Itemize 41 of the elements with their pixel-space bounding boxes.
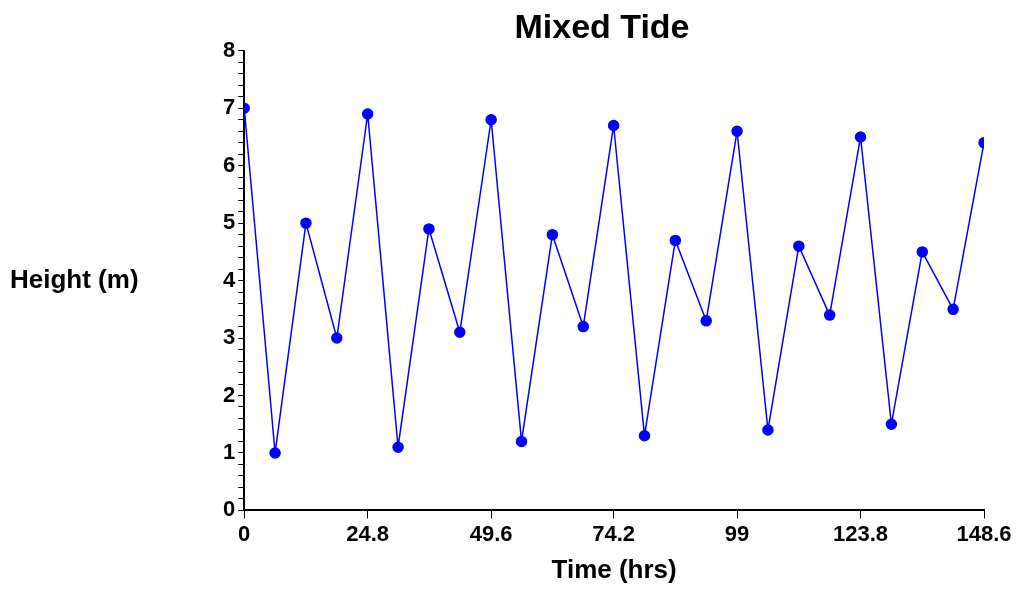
x-tick-label: 49.6 <box>469 520 513 546</box>
point <box>361 108 374 120</box>
point <box>823 309 836 321</box>
point <box>577 320 589 333</box>
x-tick-label: 148.6 <box>956 520 1012 546</box>
y-axis-title: Height (m) <box>10 263 139 294</box>
y-tick-label: 2 <box>222 381 236 407</box>
point <box>546 228 559 241</box>
point <box>423 223 435 235</box>
point <box>392 441 404 453</box>
point <box>916 246 929 258</box>
point <box>638 429 651 442</box>
y-tick-label: 6 <box>222 151 236 177</box>
y-tick-label: 4 <box>222 266 236 292</box>
chart-title: Mixed Tide <box>514 6 690 45</box>
y-tick-label: 1 <box>222 439 236 465</box>
y-tick-label: 7 <box>222 94 236 120</box>
point <box>300 217 312 229</box>
x-tick-label: 99 <box>724 520 750 546</box>
y-tick-label: 8 <box>222 36 236 62</box>
point <box>669 234 682 247</box>
point <box>331 332 343 344</box>
x-axis-title: Time (hrs) <box>551 553 677 584</box>
point <box>485 113 497 126</box>
point <box>515 435 528 448</box>
point <box>700 315 712 327</box>
x-tick-label: 74.2 <box>592 520 636 546</box>
point <box>731 125 743 137</box>
point <box>269 447 281 459</box>
x-tick-label: 24.8 <box>346 520 390 546</box>
point <box>947 303 959 316</box>
point <box>454 326 466 339</box>
point <box>885 418 898 430</box>
point <box>762 424 774 436</box>
point <box>607 119 620 132</box>
y-tick-label: 5 <box>222 209 236 235</box>
y-tick-label: 0 <box>222 496 236 522</box>
point <box>854 131 867 143</box>
point <box>793 240 805 252</box>
x-tick-label: 123.8 <box>833 520 889 546</box>
y-tick-label: 3 <box>222 324 236 350</box>
